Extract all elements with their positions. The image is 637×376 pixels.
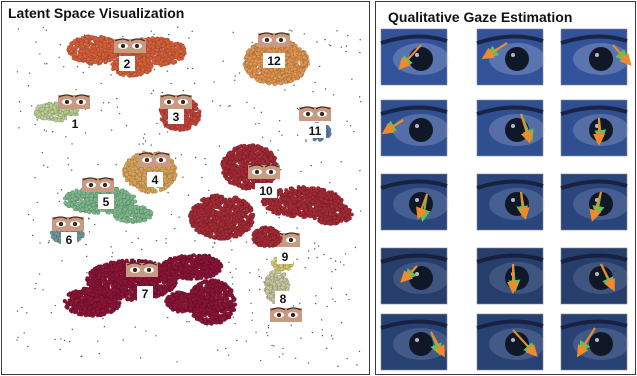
- cluster-label: 1: [72, 117, 79, 131]
- gaze-eye-image: [380, 173, 449, 231]
- eye-thumbnail-icon: [248, 164, 280, 179]
- eye-thumbnail-icon: [82, 177, 114, 192]
- cluster-1: 1: [33, 94, 90, 131]
- cluster-label: 10: [259, 184, 273, 198]
- eye-thumbnail-icon: [52, 216, 84, 231]
- gaze-eye-image: [476, 313, 545, 371]
- eye-thumbnail-icon: [58, 94, 90, 109]
- cluster-label: 8: [280, 292, 287, 306]
- cluster-label: 4: [152, 173, 159, 187]
- cluster-label: 6: [66, 233, 73, 247]
- cluster-3: 3: [158, 94, 202, 132]
- gaze-estimation-panel: Qualitative Gaze Estimation: [375, 1, 636, 375]
- gaze-eye-image: [380, 247, 449, 305]
- eye-thumbnail-icon: [138, 152, 170, 167]
- gaze-eye-image: [476, 99, 545, 157]
- cluster-6: 6: [49, 216, 85, 247]
- latent-space-title: Latent Space Visualization: [8, 5, 185, 21]
- cluster-label: 11: [309, 124, 322, 138]
- eye-thumbnail-icon: [270, 307, 302, 322]
- latent-space-panel: Latent Space Visualization 1 2 3 4 5 6 7 8 9 10 11…: [1, 1, 370, 375]
- gaze-eye-image: [560, 313, 629, 371]
- cluster-2: 2: [66, 34, 187, 78]
- gaze-eye-image: [476, 247, 545, 305]
- cluster-label: 9: [282, 250, 289, 264]
- cluster-5: 5: [62, 177, 154, 225]
- gaze-eye-image: [560, 99, 629, 157]
- eye-thumbnail-icon: [126, 262, 158, 277]
- eye-thumbnail-icon: [114, 38, 146, 53]
- gaze-eye-image: [560, 173, 629, 231]
- cluster-label: 7: [142, 287, 149, 301]
- gaze-estimation-title: Qualitative Gaze Estimation: [388, 9, 573, 25]
- gaze-eye-image: [380, 28, 449, 86]
- eye-thumbnail-icon: [160, 94, 192, 109]
- cluster-label: 5: [103, 195, 110, 209]
- cluster-9: 9: [268, 232, 300, 272]
- gaze-eye-image: [380, 99, 449, 157]
- cluster-label: 2: [124, 57, 131, 71]
- gaze-eye-image: [380, 313, 449, 371]
- eye-thumbnail-icon: [299, 106, 331, 121]
- cluster-12: 12: [242, 32, 310, 87]
- cluster-8: 8: [263, 269, 302, 322]
- gaze-eye-image: [476, 173, 545, 231]
- gaze-grid: [380, 28, 632, 371]
- cluster-label: 12: [267, 54, 281, 68]
- gaze-eye-image: [476, 28, 545, 86]
- gaze-eye-image: [560, 28, 632, 86]
- gaze-eye-image: [560, 247, 629, 305]
- cluster-10: 10: [188, 143, 354, 249]
- cluster-4: 4: [122, 150, 178, 194]
- cluster-11: 11: [299, 106, 332, 142]
- cluster-label: 3: [173, 110, 180, 124]
- eye-thumbnail-icon: [258, 32, 290, 47]
- cluster-7: 7: [62, 253, 238, 326]
